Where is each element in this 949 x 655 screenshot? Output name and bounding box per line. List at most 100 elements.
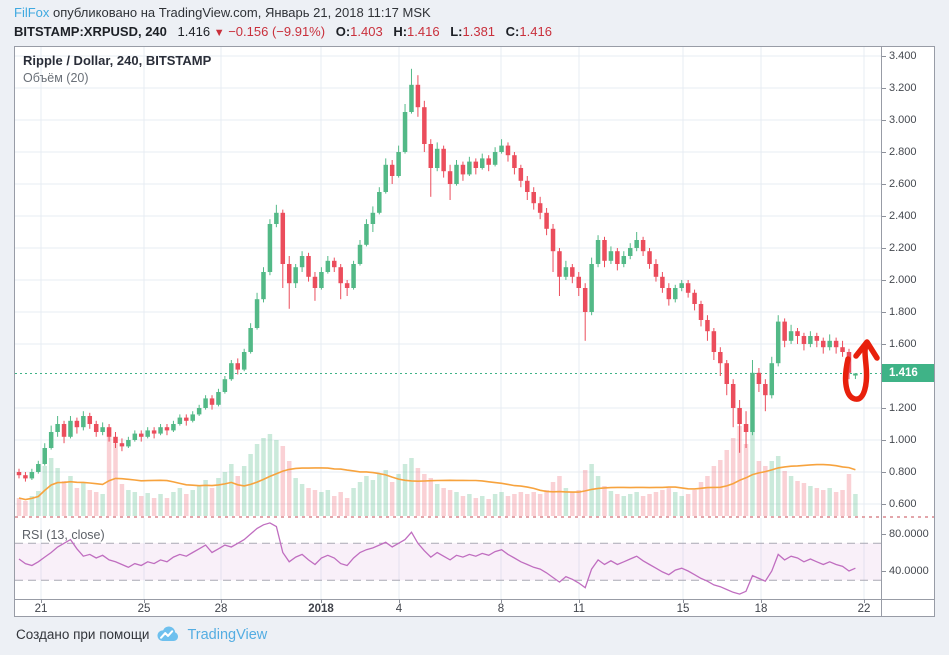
volume-bar	[235, 476, 241, 516]
candle	[119, 443, 125, 447]
volume-bar	[666, 488, 672, 516]
tradingview-link[interactable]: TradingView	[187, 626, 268, 643]
candle	[653, 264, 659, 277]
volume-bar	[460, 496, 466, 516]
volume-bar	[415, 468, 421, 516]
candle	[582, 288, 588, 312]
candle	[679, 283, 684, 288]
price-tick-mark	[882, 87, 886, 89]
current-price-value: 1.416	[889, 367, 918, 379]
candle	[795, 331, 800, 336]
candle	[87, 416, 93, 424]
close-value: 1.416	[519, 24, 552, 39]
volume-bar	[216, 478, 221, 516]
candle	[595, 240, 601, 264]
candle	[325, 260, 331, 272]
price-tick-label: 0.800	[889, 465, 917, 478]
candle	[428, 144, 434, 168]
down-triangle-icon: ▼	[213, 27, 225, 39]
candle	[602, 240, 607, 261]
time-tick-mark	[41, 599, 42, 603]
volume-bar	[673, 492, 678, 516]
candle	[415, 84, 421, 108]
volume-bar	[640, 496, 646, 516]
volume-bar	[23, 501, 28, 516]
volume-bar	[698, 482, 704, 516]
high-value: 1.416	[407, 24, 440, 39]
volume-bar	[621, 496, 627, 516]
time-tick-mark	[144, 599, 145, 603]
rsi-tick-label: 40.0000	[889, 564, 929, 577]
volume-bar	[679, 496, 684, 516]
volume-bar	[775, 456, 781, 516]
chart-legend-title[interactable]: Ripple / Dollar, 240, BITSTAMP	[23, 53, 212, 68]
time-tick-mark	[579, 599, 580, 603]
candle	[293, 267, 298, 284]
price-chart-pane[interactable]	[15, 47, 882, 516]
volume-bar	[389, 482, 395, 516]
price-tick-label: 3.000	[889, 113, 917, 126]
volume-bar	[705, 476, 710, 516]
publisher-name[interactable]: FilFox	[14, 5, 50, 20]
volume-bar	[550, 482, 556, 516]
candle	[23, 475, 28, 479]
candle	[190, 414, 195, 421]
price-tick-mark	[882, 183, 886, 185]
candle	[68, 420, 73, 437]
candle	[821, 340, 826, 348]
symbol-title: BITSTAMP:XRPUSD, 240	[14, 24, 167, 39]
price-tick-mark	[882, 119, 886, 121]
candle	[640, 240, 646, 252]
candle	[563, 267, 569, 277]
volume-bar	[113, 444, 118, 516]
rsi-pane[interactable]	[15, 518, 882, 599]
candle	[525, 180, 530, 192]
volume-ma-line	[18, 463, 856, 501]
volume-bar	[286, 461, 292, 516]
pane-separator[interactable]	[15, 516, 934, 518]
price-tick-label: 1.600	[889, 337, 917, 350]
candle	[743, 424, 749, 432]
candle	[248, 328, 253, 352]
axis-divider	[881, 47, 882, 616]
candle	[351, 264, 356, 288]
red-arrow-annotation[interactable]	[842, 339, 880, 402]
volume-bar	[447, 490, 453, 516]
volume-legend[interactable]: Объём (20)	[23, 71, 89, 85]
rsi-tick-mark	[882, 570, 886, 572]
volume-bar	[293, 478, 298, 516]
candle	[145, 430, 150, 437]
candle	[132, 433, 138, 440]
rsi-legend[interactable]: RSI (13, close)	[22, 528, 105, 542]
volume-bar	[615, 494, 620, 516]
volume-bar	[653, 492, 659, 516]
candle	[460, 164, 466, 175]
candle	[441, 148, 446, 172]
volume-bar	[402, 464, 408, 516]
candle	[338, 267, 343, 284]
candle	[763, 384, 768, 396]
candle	[544, 212, 549, 229]
tradingview-logo-icon[interactable]	[156, 626, 180, 643]
volume-bar	[396, 474, 401, 516]
price-tick-mark	[882, 503, 886, 505]
high-label: H:	[393, 24, 408, 39]
volume-bar	[229, 464, 234, 516]
volume-bar	[846, 474, 852, 516]
candle	[29, 472, 35, 479]
volume-bar	[306, 488, 311, 516]
candle	[608, 251, 614, 261]
candle	[229, 363, 234, 380]
candle	[280, 212, 286, 264]
volume-bar	[730, 438, 736, 516]
volume-bar	[222, 472, 228, 516]
candle	[138, 433, 144, 437]
time-tick-label: 25	[137, 603, 151, 615]
price-tick-mark	[882, 279, 886, 281]
volume-bar	[319, 492, 324, 516]
candle	[492, 152, 498, 165]
candle	[184, 417, 189, 421]
time-tick-label: 15	[676, 603, 690, 615]
time-tick-mark	[501, 599, 502, 603]
candle	[801, 336, 807, 344]
